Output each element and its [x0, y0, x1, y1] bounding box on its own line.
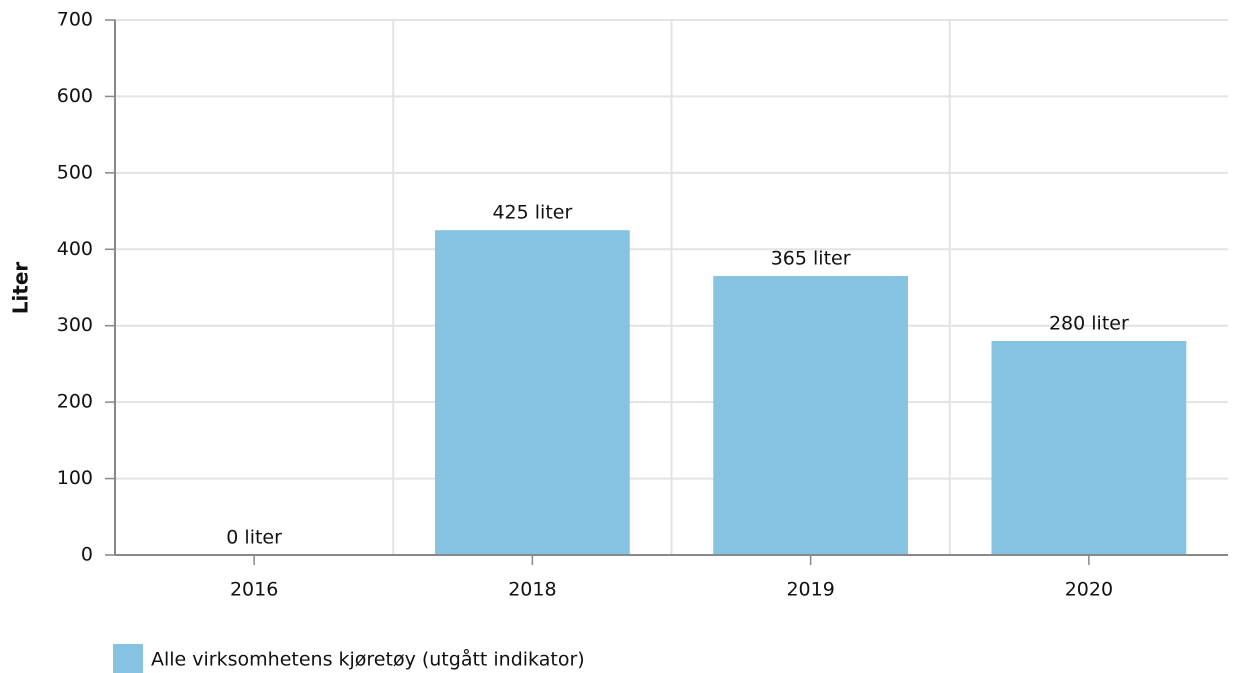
bar: [713, 276, 909, 555]
value-label: 365 liter: [771, 248, 851, 270]
x-tick-label: 2016: [230, 579, 278, 601]
y-tick-label: 700: [57, 9, 93, 31]
bar: [991, 341, 1187, 555]
legend-swatch: [113, 644, 143, 673]
y-tick-label: 500: [57, 161, 93, 183]
x-tick-label: 2019: [786, 579, 834, 601]
x-tick-label: 2018: [508, 579, 556, 601]
x-tick-label: 2020: [1065, 579, 1113, 601]
y-tick-label: 200: [57, 391, 93, 413]
y-axis-label: Liter: [9, 262, 33, 315]
legend-label: Alle virksomhetens kjøretøy (utgått indi…: [151, 648, 585, 671]
y-tick-label: 400: [57, 238, 93, 260]
y-tick-label: 0: [81, 544, 93, 566]
bar: [434, 230, 630, 555]
value-label: 425 liter: [492, 202, 572, 224]
value-label: 0 liter: [226, 527, 282, 549]
y-tick-label: 100: [57, 467, 93, 489]
y-tick-label: 300: [57, 314, 93, 336]
value-label: 280 liter: [1049, 313, 1129, 335]
y-tick-label: 600: [57, 85, 93, 107]
